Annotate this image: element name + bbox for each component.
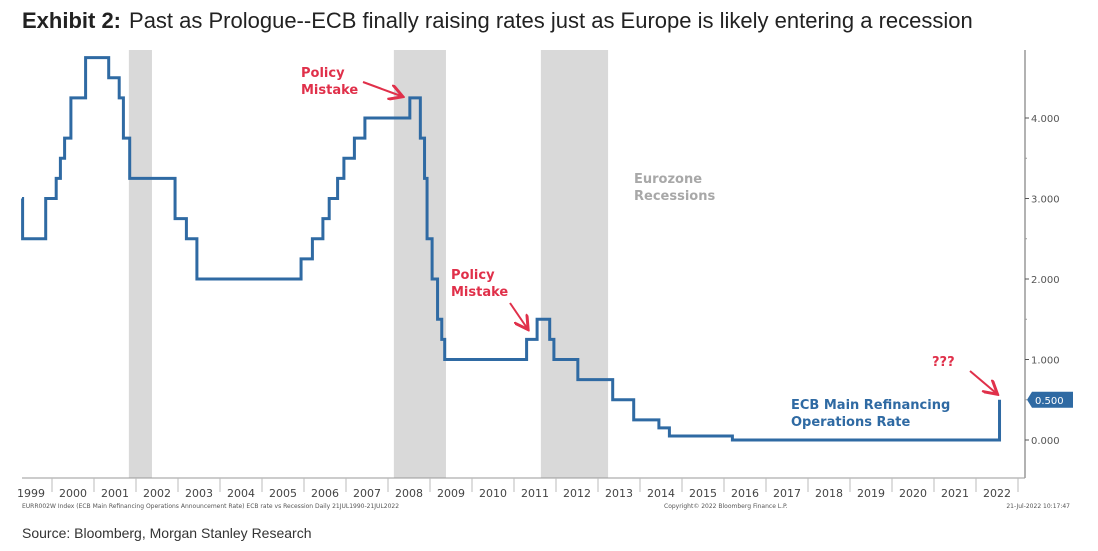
x-tick-label: 2004 (227, 487, 255, 500)
recessions-label: Eurozone (634, 172, 702, 187)
arrow-icon (509, 302, 527, 328)
x-tick-label: 2003 (185, 487, 213, 500)
x-tick-label: 2010 (479, 487, 507, 500)
x-tick-label: 2002 (143, 487, 171, 500)
policy-mistake-label: Mistake (301, 83, 358, 98)
y-tick-label: 4.000 (1031, 114, 1060, 125)
x-tick-label: 2017 (773, 487, 801, 500)
x-tick-label: 2008 (395, 487, 423, 500)
title-text: Past as Prologue--ECB finally raising ra… (129, 8, 973, 33)
last-value-badge (1027, 391, 1073, 408)
x-tick-label: 2007 (353, 487, 381, 500)
x-tick-label: 2014 (647, 487, 675, 500)
x-tick-label: 2009 (437, 487, 465, 500)
y-tick-label: 1.000 (1031, 356, 1060, 367)
footer-timestamp: 21-Jul-2022 10:17:47 (1006, 503, 1070, 510)
chart-title: Exhibit 2: Past as Prologue--ECB finally … (22, 8, 973, 34)
y-tick-label: 3.000 (1031, 195, 1060, 206)
x-tick-label: 2021 (941, 487, 969, 500)
policy-mistake-label: Mistake (451, 285, 508, 300)
last-value-label: 0.500 (1035, 396, 1064, 407)
x-tick-label: 2005 (269, 487, 297, 500)
exhibit-label: Exhibit 2: (22, 8, 122, 33)
x-tick-label: 1999 (17, 487, 45, 500)
recession-band (128, 50, 152, 478)
source-note: Source: Bloomberg, Morgan Stanley Resear… (22, 525, 312, 541)
x-tick-label: 2020 (899, 487, 927, 500)
policy-mistake-label: Policy (451, 268, 495, 283)
x-tick-label: 2015 (689, 487, 717, 500)
arrow-icon (362, 81, 401, 96)
y-tick-label: 0.000 (1031, 436, 1060, 447)
footer-index-note: EURR002W Index (ECB Main Refinancing Ope… (22, 503, 399, 510)
y-tick-label: 2.000 (1031, 275, 1060, 286)
question-marks-label: ??? (932, 355, 955, 370)
x-tick-label: 2013 (605, 487, 633, 500)
recessions-label: Recessions (634, 189, 715, 204)
x-tick-label: 2012 (563, 487, 591, 500)
x-tick-label: 2000 (59, 487, 87, 500)
x-tick-label: 2011 (521, 487, 549, 500)
x-tick-label: 2006 (311, 487, 339, 500)
x-tick-label: 2019 (857, 487, 885, 500)
x-tick-label: 2016 (731, 487, 759, 500)
x-tick-label: 2022 (983, 487, 1011, 500)
ecb-rate-line (21, 56, 1002, 442)
policy-mistake-label: Policy (301, 66, 345, 81)
recession-band (540, 50, 609, 478)
x-tick-label: 2001 (101, 487, 129, 500)
series-label: ECB Main Refinancing (791, 398, 950, 413)
x-tick-label: 2018 (815, 487, 843, 500)
series-label: Operations Rate (791, 415, 910, 430)
arrow-icon (969, 370, 996, 393)
footer-copyright: Copyright© 2022 Bloomberg Finance L.P. (664, 503, 788, 510)
